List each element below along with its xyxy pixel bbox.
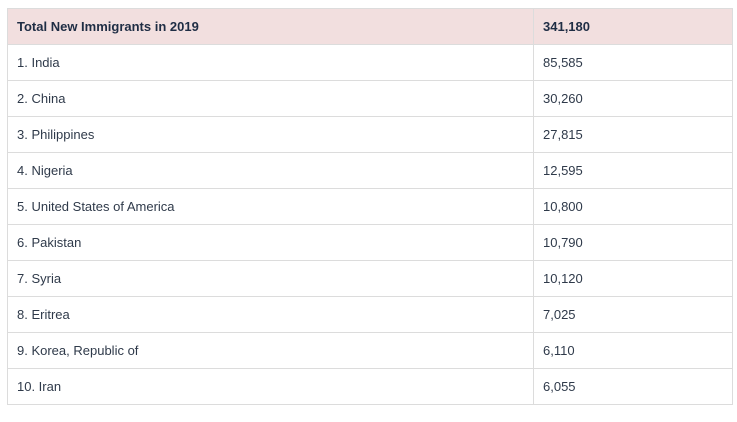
count-cell: 30,260 xyxy=(533,80,733,117)
count-cell: 10,790 xyxy=(533,224,733,261)
country-cell: 3. Philippines xyxy=(7,116,534,153)
table-body: Total New Immigrants in 2019 341,180 1. In… xyxy=(7,8,733,405)
table-row: 6. Pakistan 10,790 xyxy=(7,224,733,261)
immigrants-table: Total New Immigrants in 2019 341,180 1. In… xyxy=(7,8,733,405)
table-row: 2. China 30,260 xyxy=(7,80,733,117)
header-row: Total New Immigrants in 2019 341,180 xyxy=(7,8,733,45)
country-cell: 5. United States of America xyxy=(7,188,534,225)
count-cell: 6,110 xyxy=(533,332,733,369)
table-row: 1. India 85,585 xyxy=(7,44,733,81)
count-cell: 6,055 xyxy=(533,368,733,405)
country-cell: 7. Syria xyxy=(7,260,534,297)
country-cell: 2. China xyxy=(7,80,534,117)
country-cell: 6. Pakistan xyxy=(7,224,534,261)
country-cell: 1. India xyxy=(7,44,534,81)
count-cell: 85,585 xyxy=(533,44,733,81)
count-cell: 10,800 xyxy=(533,188,733,225)
table-row: 10. Iran 6,055 xyxy=(7,368,733,405)
table-row: 4. Nigeria 12,595 xyxy=(7,152,733,189)
table-row: 8. Eritrea 7,025 xyxy=(7,296,733,333)
count-cell: 12,595 xyxy=(533,152,733,189)
table-row: 7. Syria 10,120 xyxy=(7,260,733,297)
table-row: 9. Korea, Republic of 6,110 xyxy=(7,332,733,369)
header-total: 341,180 xyxy=(533,8,733,45)
country-cell: 10. Iran xyxy=(7,368,534,405)
table-row: 5. United States of America 10,800 xyxy=(7,188,733,225)
country-cell: 4. Nigeria xyxy=(7,152,534,189)
count-cell: 27,815 xyxy=(533,116,733,153)
country-cell: 8. Eritrea xyxy=(7,296,534,333)
header-label: Total New Immigrants in 2019 xyxy=(7,8,534,45)
table-row: 3. Philippines 27,815 xyxy=(7,116,733,153)
country-cell: 9. Korea, Republic of xyxy=(7,332,534,369)
count-cell: 10,120 xyxy=(533,260,733,297)
count-cell: 7,025 xyxy=(533,296,733,333)
